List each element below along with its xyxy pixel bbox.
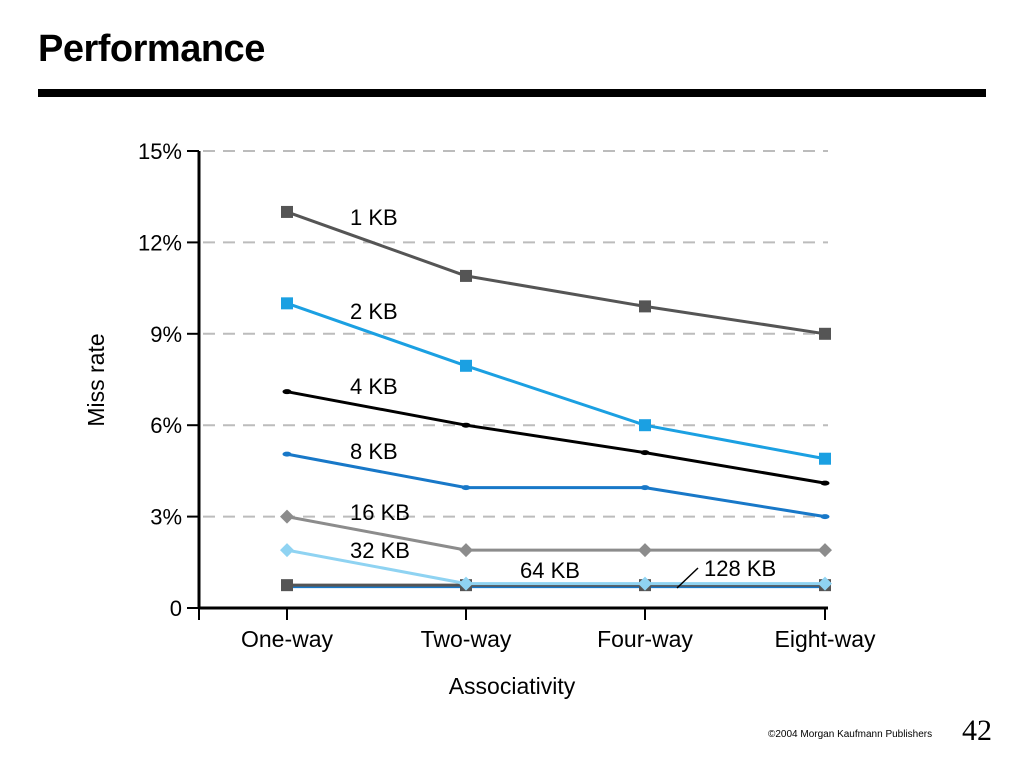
series-label: 16 KB [350, 500, 410, 525]
data-point [820, 514, 830, 520]
data-point [461, 422, 471, 428]
y-tick-label: 15% [138, 139, 182, 164]
x-tick-label: Eight-way [775, 626, 876, 652]
data-point [819, 327, 831, 340]
series-lines [280, 205, 832, 592]
data-point [459, 543, 473, 558]
series-label: 2 KB [350, 299, 398, 324]
series-label: 128 KB [704, 556, 776, 581]
data-point [640, 450, 650, 456]
series-label: 1 KB [350, 205, 398, 230]
series-line [286, 515, 825, 552]
series-label: 32 KB [350, 538, 410, 563]
series-label: 64 KB [520, 558, 580, 583]
series-label: 8 KB [350, 439, 398, 464]
data-point [818, 576, 832, 591]
x-axis-title: Associativity [449, 673, 576, 699]
y-tick-label: 0 [170, 596, 182, 621]
data-point [281, 205, 293, 218]
data-point [638, 576, 652, 591]
slide-title: Performance [38, 28, 265, 70]
data-point [281, 297, 293, 310]
copyright-footer: ©2004 Morgan Kaufmann Publishers [768, 729, 933, 740]
x-tick-label: Two-way [421, 626, 512, 652]
series-line [286, 452, 826, 519]
label-leader-line [676, 567, 699, 589]
data-point [638, 543, 652, 558]
data-point [280, 543, 294, 558]
y-axis-title: Miss rate [83, 333, 109, 426]
series-line [286, 548, 825, 586]
page-number: 42 [962, 714, 992, 747]
data-point [282, 451, 292, 457]
series-line [286, 390, 826, 485]
data-point [460, 359, 472, 372]
series-labels: 1 KB 2 KB 4 KB 8 KB 16 KB 32 KB 64 KB 128 KB [350, 205, 776, 589]
data-point [818, 543, 832, 558]
data-point [819, 452, 831, 465]
data-point [820, 480, 830, 486]
data-point [640, 485, 650, 491]
data-point [280, 509, 294, 524]
series-line [286, 301, 826, 461]
y-tick-label: 3% [150, 505, 182, 530]
grid-lines [203, 150, 828, 518]
data-point [459, 576, 473, 591]
series-label: 4 KB [350, 374, 398, 399]
title-divider [38, 89, 986, 97]
data-point [460, 269, 472, 282]
y-tick-label: 12% [138, 230, 182, 255]
x-tick-label: Four-way [597, 626, 693, 652]
data-point [639, 300, 651, 313]
data-point [281, 579, 293, 592]
series-line [286, 210, 826, 336]
data-point [282, 389, 292, 395]
x-tick-label: One-way [241, 626, 334, 652]
y-tick-label: 9% [150, 322, 182, 347]
y-tick-label: 6% [150, 413, 182, 438]
axes: 0 3% 6% 9% 12% 15% One-way Two-way Four-way Eight… [83, 139, 876, 699]
data-point [461, 485, 471, 491]
data-point [639, 419, 651, 432]
